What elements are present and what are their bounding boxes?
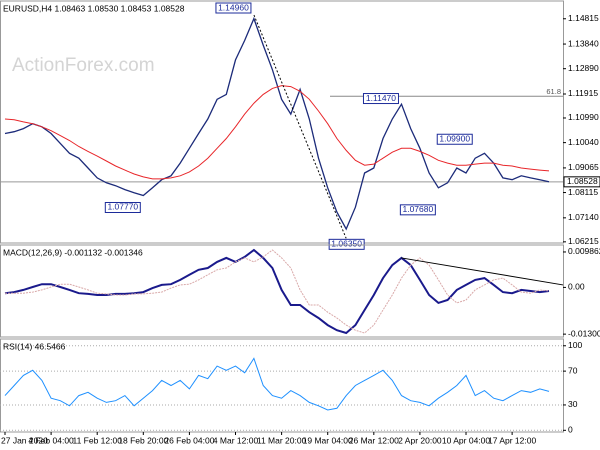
trend-line xyxy=(253,14,347,239)
y-tick-label: 1.10040 xyxy=(568,137,599,147)
y-tick-label: 0.00 xyxy=(568,282,585,292)
annotation-label: 1.09900 xyxy=(439,134,470,144)
y-tick-label: 1.10990 xyxy=(568,112,599,122)
x-tick-label: 2 Apr 20:00 xyxy=(398,435,442,445)
annotation-box xyxy=(215,2,252,14)
y-tick-label: 30 xyxy=(568,399,578,409)
panel-title: RSI(14) 46.5466 xyxy=(3,341,66,351)
x-tick-label: 4 Feb 04:00 xyxy=(28,435,74,445)
y-tick-label: 1.08115 xyxy=(568,187,598,197)
annotation-box xyxy=(362,93,399,105)
x-tick-label: 26 Mar 12:00 xyxy=(349,435,399,445)
current-price-box xyxy=(563,176,600,188)
fib-level-label: 61.8 xyxy=(546,87,561,96)
x-tick-label: 27 Jan 2020 xyxy=(1,435,48,445)
annotation-label: 1.07770 xyxy=(107,202,138,212)
macd-trend-line xyxy=(401,257,564,286)
y-tick-label: 100 xyxy=(568,340,582,350)
series-line xyxy=(4,85,550,180)
annotation-box xyxy=(104,201,141,213)
watermark: ActionForex.com xyxy=(12,55,155,76)
y-tick-label: 1.13840 xyxy=(568,38,599,48)
x-tick-label: 4 Mar 12:00 xyxy=(213,435,259,445)
panel-frame xyxy=(0,244,564,338)
y-tick-label: 0.009862 xyxy=(568,246,600,256)
y-tick-label: -0.013002 xyxy=(568,328,600,338)
x-tick-label: 19 Mar 04:00 xyxy=(303,435,353,445)
series-line xyxy=(4,16,550,231)
annotation-box xyxy=(436,133,473,145)
x-tick-label: 26 Feb 04:00 xyxy=(164,435,214,445)
y-tick-label: 1.06215 xyxy=(568,236,599,246)
x-tick-label: 11 Feb 12:00 xyxy=(72,435,122,445)
series-line xyxy=(4,248,550,335)
panel-frame xyxy=(0,0,564,244)
panel-title: MACD(12,26,9) -0.001132 -0.001346 xyxy=(3,247,143,257)
annotation-label: 1.11470 xyxy=(366,93,396,103)
y-tick-label: 1.12890 xyxy=(568,63,599,73)
y-tick-label: 1.09065 xyxy=(568,162,599,172)
annotation-box xyxy=(328,238,365,250)
y-tick-label: 1.07140 xyxy=(568,212,599,222)
x-tick-label: 11 Mar 20:00 xyxy=(257,435,307,445)
annotation-label: 1.14960 xyxy=(218,2,249,12)
y-tick-label: 0 xyxy=(568,425,573,435)
y-tick-label: 70 xyxy=(568,365,578,375)
annotation-label: 1.07680 xyxy=(402,204,433,214)
x-tick-label: 18 Feb 20:00 xyxy=(118,435,168,445)
x-tick-label: 10 Apr 04:00 xyxy=(442,435,490,445)
annotation-label: 1.06350 xyxy=(331,239,362,249)
y-tick-label: 1.14815 xyxy=(568,13,599,23)
x-tick-label: 17 Apr 12:00 xyxy=(488,435,536,445)
current-price-label: 1.08528 xyxy=(567,176,598,186)
series-line xyxy=(5,249,550,334)
series-line xyxy=(4,357,550,411)
y-tick-label: 1.11915 xyxy=(568,88,598,98)
annotation-box xyxy=(399,204,436,216)
panel-title: EURUSD,H4 1.08463 1.08530 1.08453 1.0852… xyxy=(3,3,185,13)
